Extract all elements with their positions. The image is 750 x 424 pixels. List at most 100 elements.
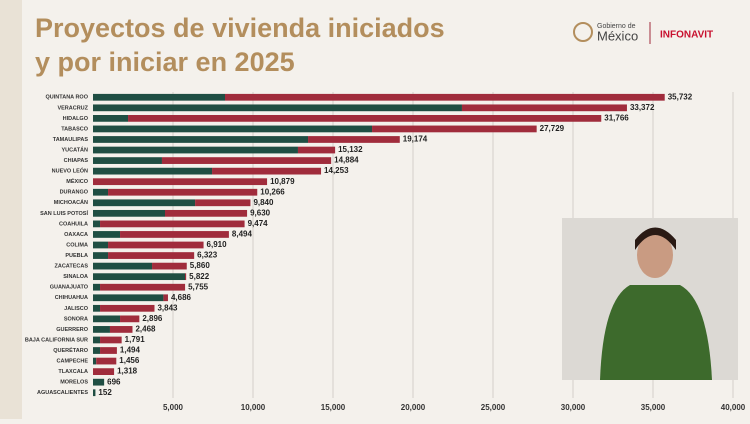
y-tick-label: HIDALGO <box>63 116 89 122</box>
bar-segment <box>195 199 251 207</box>
y-tick-label: SINALOA <box>63 274 88 280</box>
y-tick-label: ZACATECAS <box>54 264 88 270</box>
title-line: y por iniciar en 2025 <box>35 47 295 77</box>
total-label: 5,755 <box>188 282 209 291</box>
bar-segment <box>128 115 602 122</box>
y-tick-label: SAN LUIS POTOSÍ <box>40 209 88 217</box>
y-tick-label: JALISCO <box>64 306 89 312</box>
bar-segment <box>120 231 229 238</box>
logo-text: Gobierno de <box>597 23 636 30</box>
x-tick-label: 40,000 <box>721 403 746 412</box>
y-tick-label: COAHUILA <box>59 221 88 227</box>
total-label: 1,318 <box>117 367 138 376</box>
y-tick-label: NUEVO LEÓN <box>52 167 88 175</box>
bar-segment <box>93 167 213 175</box>
x-tick-label: 35,000 <box>641 403 666 412</box>
y-tick-label: TLAXCALA <box>58 369 88 375</box>
x-tick-label: 5,000 <box>163 403 184 412</box>
total-label: 5,822 <box>189 272 210 281</box>
total-label: 3,843 <box>157 303 178 312</box>
bar-segment <box>93 378 105 386</box>
bar-segment <box>93 93 225 101</box>
bar-segment <box>297 146 336 154</box>
bar-segment <box>100 336 122 344</box>
total-label: 19,174 <box>403 135 428 144</box>
signer-video <box>562 218 738 380</box>
y-tick-label: TABASCO <box>61 126 89 132</box>
total-label: 10,266 <box>260 187 285 196</box>
bar-segment <box>93 252 109 259</box>
bar-segment <box>163 294 168 302</box>
bar-segment <box>93 294 164 302</box>
y-tick-label: VERACRUZ <box>57 105 88 111</box>
bar-segment <box>461 104 627 112</box>
bar-segment <box>93 146 298 154</box>
bar-segment <box>93 220 101 228</box>
total-label: 35,732 <box>668 92 693 101</box>
total-label: 9,630 <box>250 208 271 217</box>
bar-segment <box>93 125 373 133</box>
total-label: 9,474 <box>248 219 269 228</box>
bar-segment <box>93 273 185 281</box>
signer-hair <box>635 227 676 250</box>
bar-segment <box>93 241 109 249</box>
bar-segment <box>108 252 195 259</box>
bar-segment <box>93 209 165 217</box>
y-tick-label: CHIHUAHUA <box>55 295 88 301</box>
y-tick-label: QUINTANA ROO <box>46 95 89 101</box>
y-tick-label: COLIMA <box>66 242 88 248</box>
logo-text: INFONAVIT <box>660 30 713 41</box>
bar-segment <box>372 125 537 133</box>
total-label: 10,879 <box>270 177 295 186</box>
y-tick-label: SONORA <box>64 316 88 322</box>
y-tick-label: BAJA CALIFORNIA SUR <box>25 337 88 343</box>
y-tick-label: CHIAPAS <box>64 158 89 164</box>
total-label: 696 <box>107 377 121 386</box>
y-tick-label: PUEBLA <box>65 253 88 259</box>
bar-segment <box>225 93 665 101</box>
bar-segment <box>308 136 400 143</box>
bar-segment <box>96 357 117 365</box>
y-tick-label: QUERÉTARO <box>53 346 88 354</box>
bar-segment <box>120 315 140 323</box>
total-label: 33,372 <box>630 103 655 112</box>
side-pattern <box>0 0 22 419</box>
total-label: 6,910 <box>207 240 228 249</box>
total-label: 9,840 <box>253 198 274 207</box>
bar-segment <box>100 304 155 312</box>
y-tick-label: AGUASCALIENTES <box>37 390 88 396</box>
bar-segment <box>100 283 186 291</box>
total-label: 2,896 <box>142 314 163 323</box>
bar-segment <box>165 209 248 217</box>
total-label: 8,494 <box>232 230 253 239</box>
total-label: 14,253 <box>324 166 349 175</box>
bar-segment <box>93 336 101 344</box>
total-label: 152 <box>98 388 112 397</box>
bar-segment <box>93 199 196 207</box>
bar-segment <box>93 283 101 291</box>
total-label: 14,884 <box>334 156 359 165</box>
bar-segment <box>93 178 268 186</box>
y-tick-label: YUCATÁN <box>62 146 89 153</box>
bar-segment <box>93 188 109 196</box>
total-label: 5,860 <box>190 261 211 270</box>
bar-segment <box>93 262 153 270</box>
bar-segment <box>93 157 162 164</box>
total-label: 2,468 <box>135 325 156 334</box>
bar-segment <box>93 136 309 143</box>
total-label: 6,323 <box>197 251 218 260</box>
total-label: 1,494 <box>120 346 141 355</box>
logo-text: México <box>597 28 638 43</box>
bar-segment <box>93 104 462 112</box>
x-tick-label: 30,000 <box>561 403 586 412</box>
total-label: 27,729 <box>540 124 565 133</box>
total-label: 4,686 <box>171 293 192 302</box>
bar-segment <box>93 326 110 333</box>
bar-segment <box>100 220 245 228</box>
x-tick-label: 15,000 <box>321 403 346 412</box>
bar-segment <box>109 326 133 333</box>
y-tick-label: DURANGO <box>60 190 89 196</box>
bar-segment <box>93 368 115 375</box>
bar-segment <box>152 262 187 270</box>
total-label: 31,766 <box>604 113 629 122</box>
